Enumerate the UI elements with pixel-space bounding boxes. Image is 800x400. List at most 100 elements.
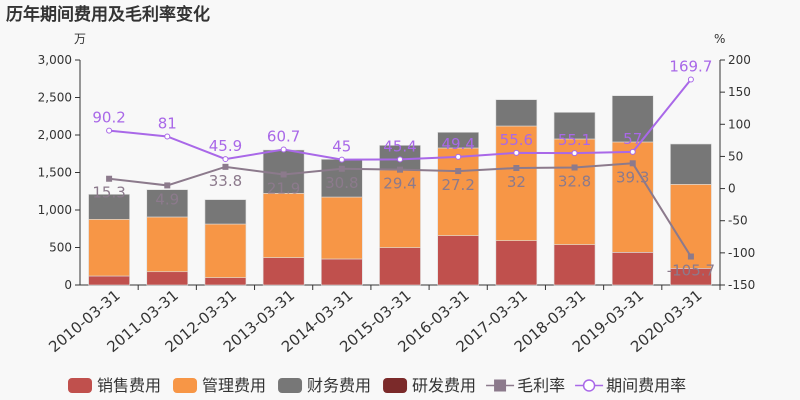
legend-label: 期间费用率 — [606, 376, 686, 395]
right-tick-label: -100 — [728, 246, 755, 260]
data-label-期间费用率: 90.2 — [92, 109, 125, 127]
point-毛利率 — [687, 253, 694, 260]
data-label-期间费用率: 55.6 — [500, 131, 533, 149]
legend-label: 毛利率 — [517, 376, 565, 395]
bar-管理费用 — [379, 169, 421, 248]
point-毛利率 — [338, 165, 345, 172]
point-毛利率 — [629, 160, 636, 167]
chart-title: 历年期间费用及毛利率变化 — [6, 4, 210, 25]
data-label-期间费用率: 60.7 — [267, 128, 300, 146]
bar-管理费用 — [495, 125, 538, 241]
right-tick-label: -50 — [728, 214, 748, 228]
point-毛利率 — [513, 165, 520, 171]
bar-管理费用 — [437, 147, 479, 236]
data-label-毛利率: 15.3 — [92, 184, 125, 202]
bar-财务费用 — [553, 112, 596, 140]
bar-财务费用 — [321, 159, 363, 198]
bar-销售费用 — [379, 247, 421, 286]
bar-销售费用 — [146, 271, 189, 286]
bar-管理费用 — [262, 193, 305, 258]
data-label-毛利率: 32.8 — [558, 172, 591, 190]
bar-销售费用 — [321, 258, 363, 286]
data-label-期间费用率: 169.7 — [669, 57, 712, 75]
legend-swatch — [173, 378, 198, 393]
point-期间费用率 — [338, 156, 345, 163]
data-label-毛利率: 4.9 — [155, 190, 179, 208]
point-期间费用率 — [571, 150, 578, 157]
legend-label: 销售费用 — [97, 376, 161, 395]
data-label-期间费用率: 81 — [158, 115, 177, 133]
point-毛利率 — [222, 163, 229, 170]
left-tick-label: 2,500 — [38, 91, 72, 105]
bar-财务费用 — [495, 99, 538, 127]
bar-管理费用 — [146, 216, 189, 273]
point-期间费用率 — [397, 156, 403, 163]
bar-销售费用 — [437, 235, 479, 286]
bar-财务费用 — [437, 132, 479, 149]
data-label-毛利率: 30.8 — [325, 174, 358, 192]
bar-财务费用 — [204, 199, 247, 225]
left-tick-label: 1,000 — [38, 203, 72, 217]
data-label-期间费用率: 57 — [623, 130, 642, 148]
bar-销售费用 — [88, 275, 130, 286]
bar-销售费用 — [495, 240, 538, 286]
right-tick-label: 150 — [728, 85, 751, 99]
data-label-期间费用率: 45 — [332, 138, 351, 156]
point-期间费用率 — [687, 76, 694, 83]
left-tick-label: 3,000 — [38, 53, 72, 67]
point-毛利率 — [455, 168, 462, 175]
data-label-期间费用率: 55.1 — [558, 131, 591, 149]
legend-label: 财务费用 — [307, 376, 371, 395]
right-tick-label: 100 — [728, 117, 751, 131]
bar-财务费用 — [146, 189, 189, 218]
point-期间费用率 — [455, 153, 462, 160]
bar-财务费用 — [88, 194, 130, 220]
bar-管理费用 — [611, 141, 654, 253]
legend-marker-square — [494, 379, 507, 392]
left-tick-label: 1,500 — [38, 166, 72, 180]
data-label-期间费用率: 45.9 — [209, 137, 242, 155]
bar-销售费用 — [262, 257, 305, 286]
plot-area: 0 500 1,000 1,500 2,000 2,500 3,000 -150 -100 -50… — [38, 53, 756, 356]
legend-swatch — [68, 378, 92, 393]
data-label-毛利率: 29.4 — [383, 175, 416, 193]
left-axis-unit: 万 — [74, 32, 86, 46]
legend-swatch — [278, 378, 303, 393]
legend-marker-circle — [582, 379, 596, 392]
point-期间费用率 — [106, 127, 113, 134]
right-tick-label: -150 — [728, 278, 755, 292]
left-tick-label: 500 — [49, 241, 72, 255]
bar-销售费用 — [204, 277, 247, 286]
bar-销售费用 — [611, 252, 654, 286]
right-tick-label: 50 — [728, 149, 743, 163]
right-tick-label: 200 — [728, 53, 751, 67]
bar-管理费用 — [321, 196, 363, 260]
bar-管理费用 — [553, 138, 596, 245]
point-期间费用率 — [164, 133, 171, 140]
data-label-期间费用率: 45.4 — [383, 137, 416, 155]
data-label-毛利率: 33.8 — [209, 172, 242, 190]
data-label-毛利率: -105.7 — [667, 262, 715, 280]
legend-swatch — [383, 378, 408, 393]
point-期间费用率 — [629, 148, 636, 155]
point-毛利率 — [571, 164, 578, 171]
right-tick-label: 0 — [728, 182, 736, 196]
data-label-毛利率: 27.2 — [441, 176, 474, 194]
bar-销售费用 — [553, 244, 596, 286]
legend: 销售费用 管理费用 财务费用 研发费用 毛利率 期间费用率 — [68, 376, 686, 395]
point-毛利率 — [106, 175, 113, 182]
point-期间费用率 — [222, 156, 229, 163]
bar-管理费用 — [88, 219, 130, 277]
data-label-期间费用率: 49.4 — [441, 135, 474, 153]
data-label-毛利率: 32 — [507, 173, 526, 191]
data-label-毛利率: 39.3 — [616, 168, 649, 186]
right-axis-unit: % — [714, 32, 725, 46]
bar-管理费用 — [204, 223, 247, 278]
legend-label: 研发费用 — [412, 376, 476, 395]
left-tick-label: 2,000 — [38, 128, 72, 142]
legend-label: 管理费用 — [202, 376, 266, 395]
point-期间费用率 — [513, 149, 520, 156]
bar-财务费用 — [670, 143, 712, 185]
point-毛利率 — [164, 182, 171, 189]
